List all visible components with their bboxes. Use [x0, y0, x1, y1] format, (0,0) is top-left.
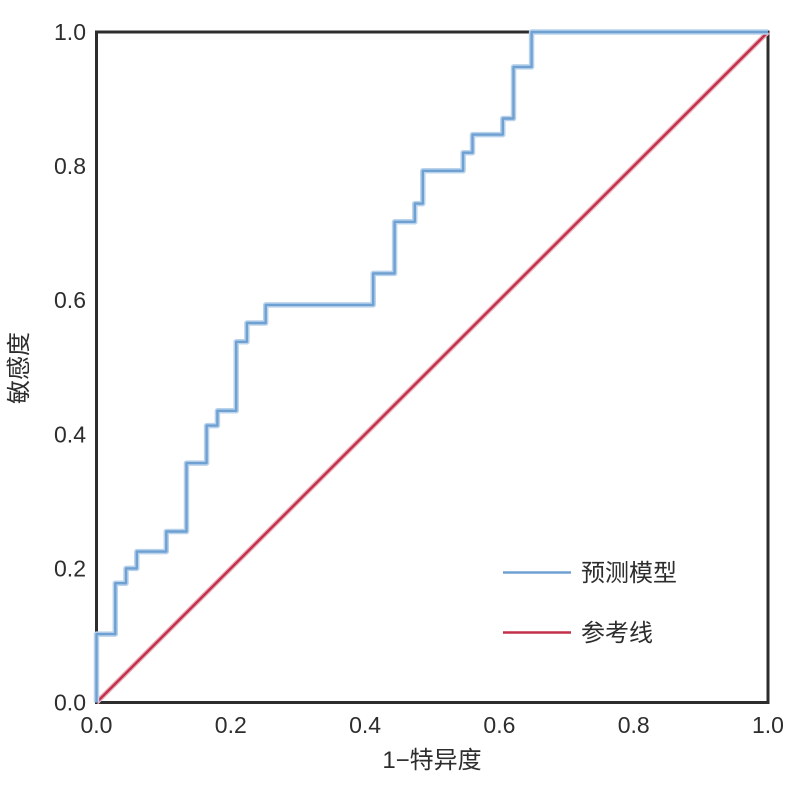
legend-model-label: 预测模型 — [581, 560, 677, 587]
roc-curve — [95, 30, 768, 703]
x-tick-label: 0.2 — [215, 712, 247, 738]
x-tick-label: 0.6 — [483, 712, 515, 738]
y-axis-tick-labels: 0.0 0.2 0.4 0.6 0.8 1.0 — [54, 19, 86, 716]
y-tick-label: 0.4 — [54, 421, 86, 447]
y-tick-label: 0.8 — [54, 153, 86, 179]
x-axis-title: 1−特异度 — [382, 747, 481, 774]
x-axis-tick-labels: 0.0 0.2 0.4 0.6 0.8 1.0 — [81, 712, 784, 738]
y-tick-label: 0.6 — [54, 287, 86, 313]
legend-reference-label: 参考线 — [581, 620, 653, 647]
x-tick-label: 0.4 — [349, 712, 381, 738]
reference-line — [95, 31, 769, 704]
x-tick-label: 1.0 — [752, 712, 784, 738]
plot-frame — [95, 30, 770, 704]
legend: 预测模型 参考线 — [503, 560, 677, 647]
x-tick-label: 0.8 — [618, 712, 650, 738]
y-axis-title: 敏感度 — [6, 332, 33, 404]
y-tick-label: 0.2 — [54, 555, 86, 581]
y-tick-label: 1.0 — [54, 19, 86, 45]
y-tick-label: 0.0 — [54, 690, 86, 716]
x-tick-label: 0.0 — [81, 712, 113, 738]
